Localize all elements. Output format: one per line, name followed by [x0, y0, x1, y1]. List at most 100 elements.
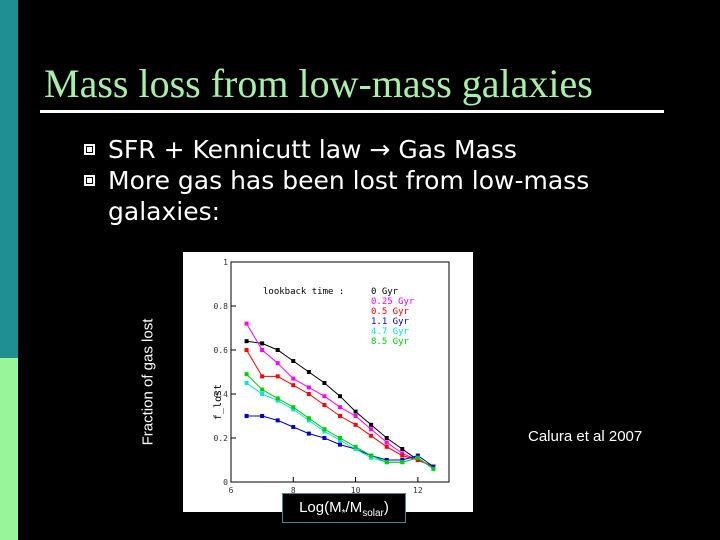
data-point: [353, 414, 358, 418]
data-point: [306, 385, 311, 390]
data-point: [369, 455, 374, 460]
data-point: [275, 348, 280, 352]
data-point: [338, 414, 342, 418]
data-point: [338, 405, 342, 410]
x-tick-label: 10: [351, 486, 361, 495]
data-point: [353, 447, 358, 451]
data-point: [400, 447, 405, 451]
x-tick-label: 6: [229, 486, 234, 495]
data-point: [353, 422, 358, 427]
data-point: [291, 405, 296, 410]
data-point: [244, 372, 249, 377]
data-point: [244, 339, 249, 344]
bullet-text: SFR + Kennicutt law → Gas Mass: [108, 135, 517, 164]
data-point: [338, 436, 342, 440]
legend-entry: 8.5 Gyr: [371, 337, 410, 347]
inner-y-label: f_lost: [213, 384, 224, 420]
y-tick-label: 0.6: [214, 346, 229, 355]
data-point: [322, 427, 327, 432]
x-axis-title-mid: /M: [345, 499, 363, 516]
y-tick-label: 0.2: [214, 434, 229, 443]
data-point: [353, 444, 358, 449]
data-point: [260, 348, 265, 352]
data-point: [431, 464, 436, 469]
gas-loss-chart: 6 8 10 12 0 0.2 0.4 0.6 0.8 1 f_lost lookback time …: [213, 258, 450, 495]
data-point: [369, 422, 374, 427]
x-axis-title-subscript: solar: [362, 508, 384, 519]
data-point: [384, 436, 389, 440]
x-tick-label: 8: [291, 486, 296, 495]
legend-header: lookback time :: [263, 287, 344, 297]
data-point: [369, 433, 374, 438]
data-point: [260, 374, 265, 379]
data-point: [400, 460, 405, 465]
data-point: [415, 458, 420, 462]
data-point: [431, 466, 436, 471]
data-point: [291, 425, 296, 429]
data-point: [260, 414, 265, 418]
data-point: [275, 361, 280, 366]
data-point: [369, 427, 374, 432]
y-tick-label: 0.8: [214, 302, 229, 311]
data-point: [415, 455, 420, 460]
data-point: [306, 370, 311, 374]
x-axis-title-star: *: [341, 508, 346, 519]
data-point: [353, 409, 358, 414]
y-axis-title: Fraction of gas lost: [139, 318, 157, 446]
data-point: [291, 383, 296, 388]
y-tick-label: 0: [223, 478, 228, 487]
data-point: [306, 431, 311, 436]
y-tick-label: 1: [223, 258, 228, 267]
data-point: [384, 440, 389, 445]
y-tick-label: 0.4: [214, 390, 229, 399]
data-point: [338, 442, 342, 447]
data-point: [291, 407, 296, 412]
data-point: [275, 396, 280, 401]
data-point: [244, 321, 249, 326]
x-axis-title-end: ): [383, 499, 389, 516]
x-tick-label: 12: [413, 486, 423, 495]
legend-entry: 0.5 Gyr: [371, 307, 410, 317]
slide-title: Mass loss from low-mass galaxies: [44, 61, 593, 106]
bullet-item: More gas has been lost from low-mass gal…: [80, 165, 680, 227]
data-point: [338, 438, 342, 443]
data-point: [260, 387, 265, 392]
data-point: [400, 453, 405, 458]
data-point: [306, 392, 311, 396]
data-point: [322, 436, 327, 440]
sidebar-accent-bottom: [0, 358, 18, 540]
bullet-item: SFR + Kennicutt law → Gas Mass: [80, 134, 680, 165]
data-point: [260, 341, 265, 346]
data-point: [322, 403, 327, 407]
plot-frame: [230, 261, 450, 483]
legend-entry: 1.1 Gyr: [371, 317, 410, 327]
data-point: [275, 418, 280, 423]
data-point: [260, 392, 265, 396]
data-point: [400, 451, 405, 456]
data-point: [415, 453, 420, 458]
square-bullet-icon: [84, 144, 95, 155]
data-point: [244, 348, 249, 352]
legend-entry: 0.25 Gyr: [371, 297, 415, 307]
data-point: [384, 444, 389, 449]
bullet-list: SFR + Kennicutt law → Gas Mass More gas …: [80, 134, 680, 227]
data-point: [369, 453, 374, 458]
x-axis-title: Log(M*/Msolar): [282, 493, 406, 523]
sidebar-accent-top: [0, 0, 18, 358]
data-point: [322, 381, 327, 385]
data-point: [275, 374, 280, 379]
legend-entry: 0 Gyr: [371, 287, 399, 297]
plot-panel: 6 8 10 12 0 0.2 0.4 0.6 0.8 1 f_lost lookback time …: [183, 252, 473, 512]
data-point: [291, 376, 296, 381]
legend-entry: 4.7 Gyr: [371, 327, 410, 337]
x-axis-title-main: Log(M: [299, 499, 342, 516]
data-point: [338, 394, 342, 399]
data-point: [322, 394, 327, 399]
data-point: [275, 398, 280, 403]
data-point: [244, 381, 249, 385]
data-point: [322, 429, 327, 434]
data-point: [384, 460, 389, 465]
data-point: [291, 359, 296, 363]
data-point: [244, 414, 249, 418]
data-point: [306, 416, 311, 421]
